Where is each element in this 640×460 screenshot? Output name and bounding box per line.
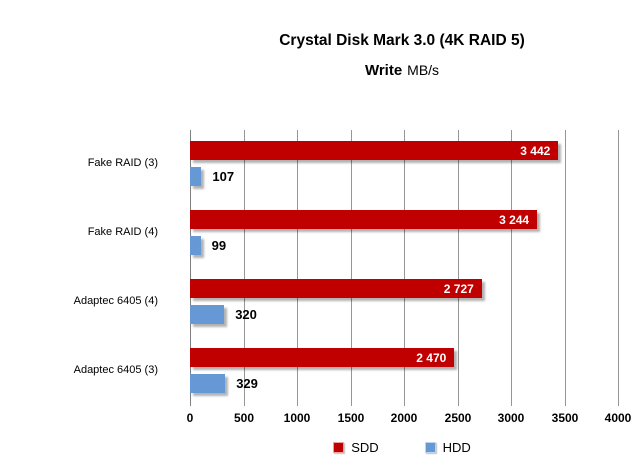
sdd-value-label: 2 470	[416, 350, 447, 365]
category-label: Adaptec 6405 (3)	[73, 364, 158, 376]
x-axis-tick-label: 4000	[604, 411, 632, 425]
legend-color-swatch-icon	[424, 441, 436, 453]
legend-label: SDD	[351, 439, 379, 455]
gridline	[244, 130, 245, 406]
sdd-value-label: 2 727	[443, 281, 474, 296]
gridline	[618, 130, 619, 406]
hdd-value-label: 329	[236, 376, 258, 391]
x-axis-tick-label: 2500	[444, 411, 472, 425]
legend-label: HDD	[442, 439, 471, 455]
legend: SDD HDD	[188, 439, 616, 455]
gridline	[511, 130, 512, 406]
hdd-bar	[190, 305, 225, 324]
chart-subtitle: Write MB/s	[188, 61, 616, 80]
gridline	[404, 130, 405, 406]
sdd-bar: 2 470	[190, 348, 455, 367]
category-label: Fake RAID (3)	[87, 157, 158, 169]
x-axis-tick-label: 2000	[390, 411, 418, 425]
x-axis-tick-label: 3000	[497, 411, 525, 425]
x-axis-tick-label: 0	[186, 411, 194, 425]
gridline	[351, 130, 352, 406]
subtitle-metric: Write	[364, 62, 403, 79]
hdd-value-label: 99	[211, 238, 227, 253]
legend-item-hdd: HDD	[424, 439, 471, 455]
x-axis-tick-label: 3500	[551, 411, 579, 425]
x-axis-tick-label: 500	[233, 411, 255, 425]
sdd-value-label: 3 244	[499, 212, 530, 227]
hdd-value-label: 107	[212, 169, 235, 184]
sdd-bar: 2 727	[190, 279, 482, 298]
x-axis-tick-label: 1000	[283, 411, 311, 425]
legend-item-sdd: SDD	[333, 439, 379, 455]
subtitle-unit: MB/s	[407, 62, 440, 78]
value-axis-line	[190, 130, 191, 406]
hdd-bar	[190, 236, 201, 255]
gridline	[297, 130, 298, 406]
sdd-bar: 3 442	[190, 141, 559, 160]
hdd-value-label: 320	[235, 307, 257, 322]
hdd-bar	[190, 374, 226, 393]
gridline	[458, 130, 459, 406]
gridline	[565, 130, 566, 406]
category-label: Adaptec 6405 (4)	[73, 295, 158, 307]
sdd-bar: 3 244	[190, 210, 538, 229]
hdd-bar	[190, 167, 202, 186]
legend-color-swatch-icon	[333, 441, 345, 453]
chart-title: Crystal Disk Mark 3.0 (4K RAID 5)	[279, 32, 525, 49]
category-label: Fake RAID (4)	[87, 226, 158, 238]
x-axis-tick-label: 1500	[337, 411, 365, 425]
sdd-value-label: 3 442	[520, 143, 551, 158]
